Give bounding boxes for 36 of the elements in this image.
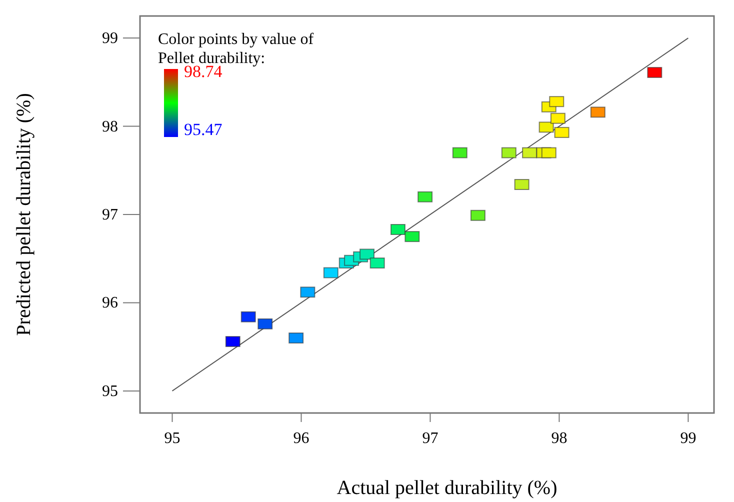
point <box>452 147 468 158</box>
y-tick-label: 96 <box>102 294 118 312</box>
point <box>501 147 516 158</box>
point <box>554 126 570 138</box>
point <box>360 248 375 260</box>
x-tick-label: 98 <box>551 430 568 447</box>
point <box>549 96 564 108</box>
x-tick-label: 96 <box>293 430 310 447</box>
y-tick-label: 95 <box>102 382 118 400</box>
point <box>541 147 556 158</box>
y-tick-label: 97 <box>102 206 118 224</box>
point <box>404 231 420 242</box>
point <box>590 106 606 118</box>
point <box>514 179 530 190</box>
point <box>390 224 406 235</box>
point <box>370 258 385 269</box>
point <box>550 112 566 124</box>
point <box>240 311 256 322</box>
annotation: 95.47 <box>184 120 223 139</box>
point <box>258 318 273 330</box>
point <box>538 122 554 133</box>
point <box>323 267 338 278</box>
point <box>300 286 316 298</box>
point <box>418 191 433 202</box>
x-tick-label: 99 <box>680 430 696 447</box>
point <box>288 332 304 344</box>
point <box>522 147 538 158</box>
point <box>470 210 486 221</box>
x-tick-label: 95 <box>164 430 180 447</box>
y-tick-label: 99 <box>102 30 118 48</box>
point <box>647 66 662 78</box>
x-axis-title: Actual pellet durability (%) <box>336 477 558 499</box>
y-tick-label: 98 <box>102 118 118 136</box>
point <box>225 336 240 348</box>
y-axis-title: Predicted pellet durability (%) <box>13 93 35 336</box>
x-tick-label: 97 <box>422 430 438 447</box>
